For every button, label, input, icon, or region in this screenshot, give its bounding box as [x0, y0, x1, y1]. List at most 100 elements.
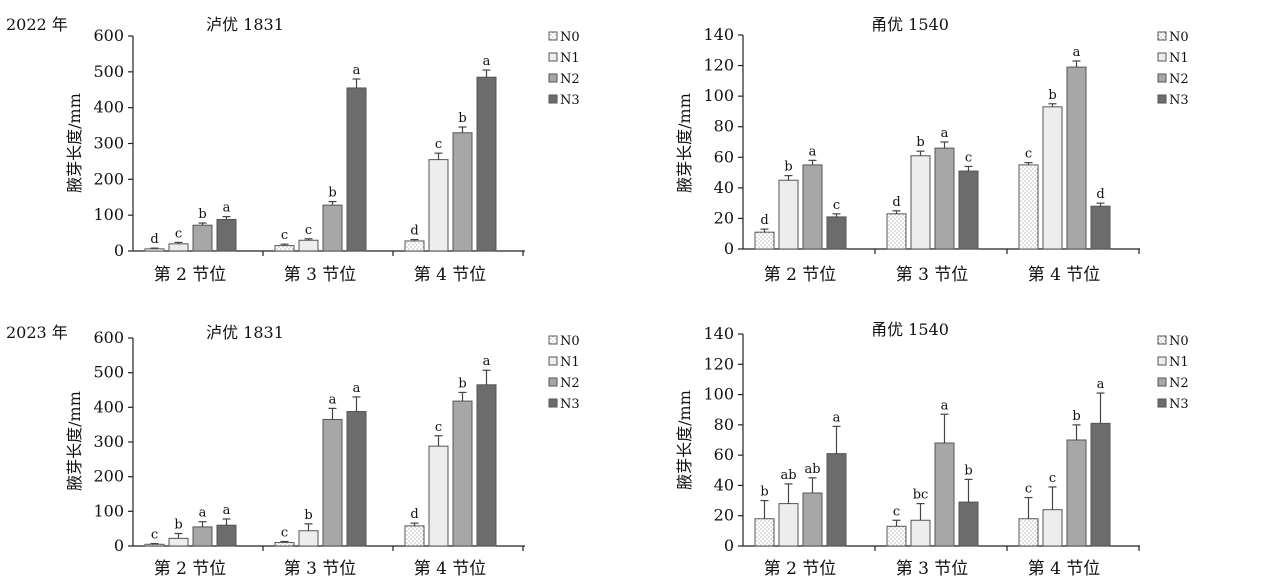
significance-label: d: [150, 232, 158, 247]
significance-label: d: [1096, 187, 1104, 202]
y-axis-label: 腋芽长度/mm: [65, 93, 84, 193]
significance-label: b: [458, 376, 466, 391]
significance-label: b: [328, 186, 336, 201]
bar-n0: [886, 525, 907, 547]
bar-n0: [754, 231, 775, 250]
bar-n0: [404, 240, 425, 252]
bar-n3: [476, 384, 497, 547]
significance-label: a: [483, 354, 491, 369]
significance-label: c: [893, 504, 900, 519]
significance-label: a: [1073, 45, 1081, 60]
legend-swatch-n0: [1157, 31, 1167, 41]
bar-n2: [802, 164, 823, 250]
bar-n2: [1066, 439, 1087, 547]
significance-label: d: [892, 195, 900, 210]
significance-label: b: [760, 485, 768, 500]
chart-2022-yongyou1540: 甬优 1540 腋芽长度/mm 0 20 40 60 80 100 120 140 d b a c d b…: [675, 15, 1189, 285]
significance-label: a: [223, 201, 231, 216]
bar-n3: [1090, 205, 1111, 250]
y-tick-label: 120: [703, 56, 734, 75]
x-category-label: 第 3 节位: [284, 265, 357, 285]
chart-2023-luyou1831: 2023 年 泸优 1831 腋芽长度/mm 0 100 200 300 400 500 6…: [6, 323, 580, 579]
bar-n1: [910, 519, 931, 547]
bar-n2: [322, 204, 343, 252]
year-label: 2022 年: [6, 15, 68, 34]
chart-title: 泸优 1831: [206, 15, 284, 34]
bar-n3: [216, 524, 237, 547]
significance-label: c: [305, 223, 312, 238]
bar-n2: [192, 526, 213, 547]
chart-title: 甬优 1540: [871, 320, 949, 339]
x-category-label: 第 2 节位: [764, 265, 837, 285]
y-tick-label: 60: [714, 147, 734, 166]
significance-label: a: [833, 410, 841, 425]
legend-label: N1: [1169, 355, 1189, 370]
legend-swatch-n0: [1157, 335, 1167, 345]
significance-label: c: [965, 150, 972, 165]
significance-label: c: [1025, 147, 1032, 162]
y-tick-label: 40: [714, 178, 734, 197]
x-category-label: 第 2 节位: [764, 559, 837, 579]
legend-label: N3: [1169, 93, 1189, 108]
bar-n3: [958, 501, 979, 547]
y-tick-label: 400: [93, 98, 124, 117]
legend-swatch-n0: [548, 31, 558, 41]
y-axis-label: 腋芽长度/mm: [675, 93, 694, 193]
significance-label: b: [198, 207, 206, 222]
bar-n1: [910, 155, 931, 250]
x-category-label: 第 3 节位: [284, 559, 357, 579]
bar-n0: [754, 518, 775, 547]
significance-label: a: [809, 144, 817, 159]
significance-label: d: [410, 507, 418, 522]
legend-swatch-n1: [1157, 52, 1167, 62]
significance-label: c: [281, 525, 288, 540]
legend-label: N1: [560, 355, 580, 370]
y-tick-label: 300: [93, 432, 124, 451]
legend-label: N3: [560, 93, 580, 108]
y-tick-label: 20: [714, 506, 734, 525]
bar-n3: [826, 453, 847, 547]
y-tick-label: 60: [714, 445, 734, 464]
significance-label: c: [435, 137, 442, 152]
significance-label: a: [1097, 377, 1105, 392]
legend-label: N2: [1169, 72, 1189, 87]
bar-n1: [168, 537, 189, 547]
y-tick-label: 100: [703, 86, 734, 105]
legend-label: N1: [1169, 51, 1189, 66]
bar-n2: [192, 224, 213, 252]
significance-label: ab: [804, 462, 820, 477]
legend-swatch-n1: [548, 356, 558, 366]
legend-swatch-n2: [1157, 377, 1167, 387]
y-tick-label: 120: [703, 354, 734, 373]
y-tick-label: 80: [714, 117, 734, 136]
y-tick-label: 500: [93, 363, 124, 382]
y-tick-label: 100: [93, 205, 124, 224]
significance-label: c: [833, 198, 840, 213]
legend-label: N3: [1169, 397, 1189, 412]
significance-label: a: [223, 503, 231, 518]
legend-label: N1: [560, 51, 580, 66]
y-tick-label: 140: [703, 25, 734, 44]
significance-label: a: [353, 381, 361, 396]
x-category-label: 第 4 节位: [1028, 265, 1101, 285]
bar-n1: [778, 503, 799, 547]
bar-n3: [346, 410, 367, 547]
significance-label: b: [916, 135, 924, 150]
y-tick-label: 100: [93, 501, 124, 520]
bar-n0: [1018, 164, 1039, 250]
bar-n1: [1042, 509, 1063, 547]
legend-swatch-n3: [1157, 94, 1167, 104]
legend-label: N2: [560, 72, 580, 87]
significance-label: ab: [780, 468, 796, 483]
legend-swatch-n3: [1157, 398, 1167, 408]
bar-n1: [168, 243, 189, 252]
significance-label: a: [353, 63, 361, 78]
significance-label: a: [941, 398, 949, 413]
significance-label: c: [1049, 471, 1056, 486]
y-axis-label: 腋芽长度/mm: [65, 391, 84, 491]
legend-swatch-n2: [1157, 73, 1167, 83]
significance-label: a: [329, 392, 337, 407]
legend-label: N0: [1169, 30, 1189, 45]
y-tick-label: 500: [93, 62, 124, 81]
